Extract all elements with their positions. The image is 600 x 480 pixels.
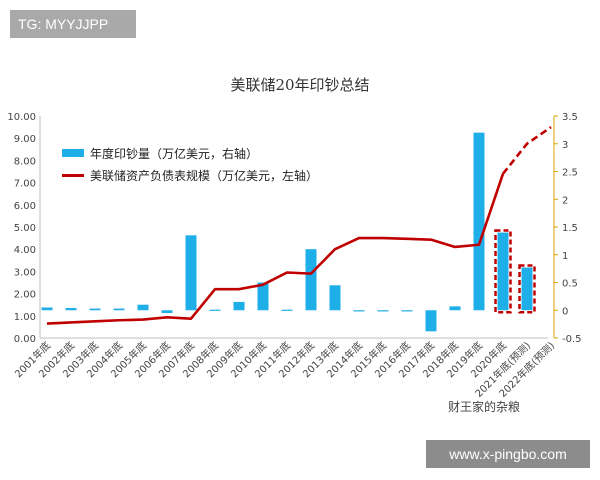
balance-sheet-line-actual bbox=[46, 173, 505, 325]
left-tick-label: 10.00 bbox=[7, 112, 36, 123]
bar-2009年底 bbox=[233, 301, 245, 311]
bar-2015年底 bbox=[377, 310, 389, 312]
bar-2002年底 bbox=[65, 308, 77, 311]
bar-2021年底(预测) bbox=[521, 267, 533, 311]
right-tick-label: 2.5 bbox=[562, 168, 578, 179]
left-tick-label: 0.00 bbox=[14, 334, 36, 345]
telegram-badge: TG: MYYJJPP bbox=[10, 10, 136, 38]
bar-2005年底 bbox=[137, 304, 149, 311]
left-tick-label: 9.00 bbox=[14, 134, 36, 145]
bar-2017年底 bbox=[425, 310, 437, 332]
site-badge: www.x-pingbo.com bbox=[426, 440, 590, 468]
right-tick-label: -0.5 bbox=[562, 334, 582, 345]
legend-bar-label: 年度印钞量（万亿美元，右轴） bbox=[90, 146, 259, 161]
bar-2011年底 bbox=[281, 309, 293, 311]
right-tick-label: 2 bbox=[562, 195, 568, 206]
bar-2014年底 bbox=[353, 310, 365, 312]
right-tick-label: 0.5 bbox=[562, 279, 578, 290]
x-tick-labels: 2001年底2002年底2003年底2004年底2005年底2006年底2007… bbox=[12, 339, 557, 400]
left-tick-label: 1.00 bbox=[14, 312, 36, 323]
bar-2003年底 bbox=[89, 308, 101, 311]
right-tick-label: 1.5 bbox=[562, 223, 578, 234]
watermark-text: 财王家的杂粮 bbox=[448, 400, 521, 414]
right-tick-label: 0 bbox=[562, 306, 568, 317]
forecast-highlight-box bbox=[518, 264, 536, 314]
bar-2010年底 bbox=[257, 282, 269, 311]
balance-sheet-line bbox=[46, 126, 552, 325]
right-tick-label: 3 bbox=[562, 140, 568, 151]
legend: 年度印钞量（万亿美元，右轴） 美联储资产负债表规模（万亿美元，左轴） bbox=[62, 142, 318, 186]
bars bbox=[41, 132, 536, 332]
bar-2012年底 bbox=[305, 249, 317, 311]
bar-2008年底 bbox=[209, 309, 221, 311]
bar-2020年底 bbox=[497, 232, 509, 311]
balance-sheet-line-forecast bbox=[501, 126, 552, 175]
right-tick-label: 3.5 bbox=[562, 112, 578, 123]
bar-2006年底 bbox=[161, 310, 173, 314]
bar-2007年底 bbox=[185, 235, 197, 311]
axes: 0.00 1.00 2.00 3.00 4.00 5.00 6.00 7.00 8.00 9.00… bbox=[7, 112, 581, 345]
chart-title: 美联储20年印钞总结 bbox=[230, 76, 370, 94]
bar-2004年底 bbox=[113, 308, 125, 311]
right-tick-label: 1 bbox=[562, 251, 568, 262]
bar-2016年底 bbox=[401, 310, 413, 312]
left-tick-label: 4.00 bbox=[14, 245, 36, 256]
left-tick-label: 7.00 bbox=[14, 179, 36, 190]
legend-bar-swatch bbox=[62, 149, 84, 157]
legend-item-line: 美联储资产负债表规模（万亿美元，左轴） bbox=[62, 164, 318, 186]
left-tick-label: 8.00 bbox=[14, 156, 36, 167]
left-tick-label: 2.00 bbox=[14, 290, 36, 301]
left-tick-label: 5.00 bbox=[14, 223, 36, 234]
bar-2018年底 bbox=[449, 306, 461, 311]
bar-2001年底 bbox=[41, 307, 53, 311]
left-tick-label: 6.00 bbox=[14, 201, 36, 212]
legend-line-swatch bbox=[62, 173, 84, 177]
forecast-highlight-box bbox=[494, 229, 512, 314]
left-tick-label: 3.00 bbox=[14, 267, 36, 278]
bar-2019年底 bbox=[473, 132, 485, 311]
legend-item-bar: 年度印钞量（万亿美元，右轴） bbox=[62, 142, 318, 164]
legend-line-label: 美联储资产负债表规模（万亿美元，左轴） bbox=[90, 168, 319, 183]
bar-2013年底 bbox=[329, 285, 341, 311]
